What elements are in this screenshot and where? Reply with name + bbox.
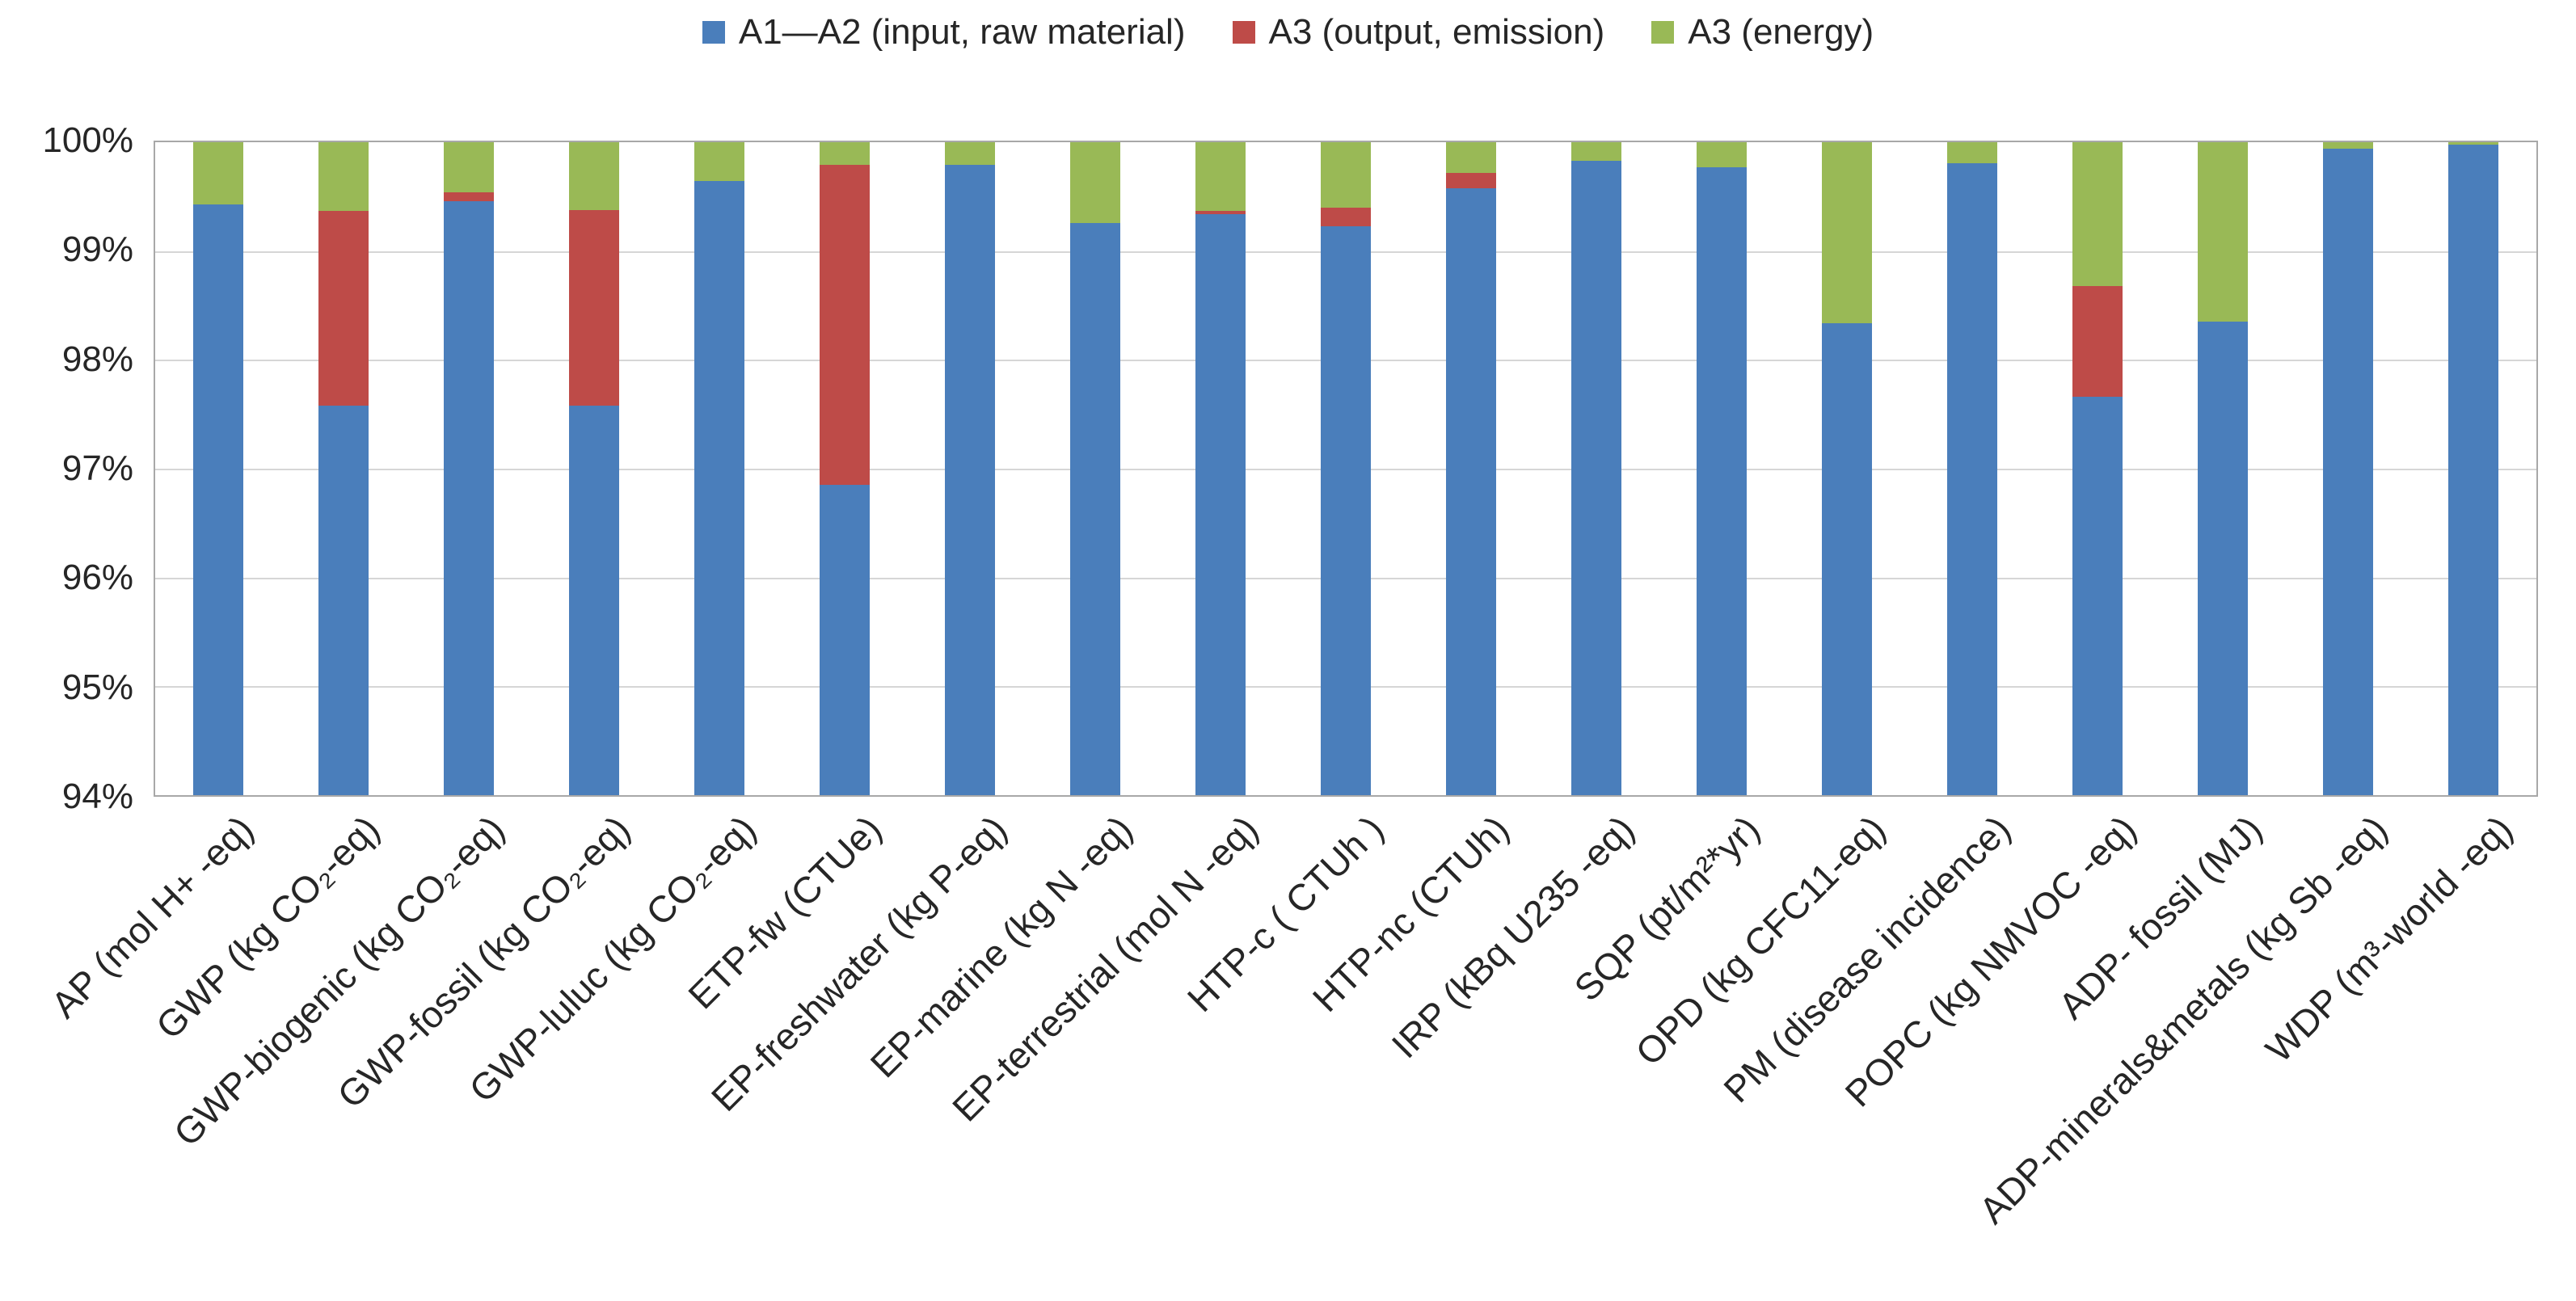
legend-label: A3 (output, emission) [1268,12,1605,52]
legend: A1—A2 (input, raw material) A3 (output, e… [0,11,2576,53]
bar-column [819,142,870,795]
bar-segment-a3-output-emission [443,192,494,201]
bar-column [568,142,619,795]
bar-segment-a3-output-emission [819,165,870,486]
bar-segment-a1-a2-input-raw-material [1320,225,1371,795]
bar-segment-a1-a2-input-raw-material [192,204,243,795]
bar-column [1195,142,1246,795]
bar-column [1446,142,1497,795]
x-tick-label: GWP (kg CO₂-eq) [147,807,387,1047]
bar-segment-a1-a2-input-raw-material [1822,322,1873,795]
bar-segment-a3-energy [2448,142,2499,145]
bar-segment-a3-energy [944,142,995,166]
legend-swatch-icon-a1-a2-input-raw-material [702,21,725,44]
plot-area [154,141,2538,797]
bar-segment-a1-a2-input-raw-material [1571,160,1622,795]
bar-segment-a3-energy [1320,142,1371,208]
bar-segment-a1-a2-input-raw-material [819,485,870,795]
y-tick-label: 98% [61,339,133,379]
bar-segment-a3-energy [1947,142,1998,163]
legend-item-a3-output-emission: A3 (output, emission) [1232,11,1605,53]
bar-segment-a3-output-emission [318,210,369,406]
y-tick-label: 95% [61,667,133,707]
bar-column [2448,142,2499,795]
bar-segment-a1-a2-input-raw-material [1947,162,1998,795]
bar-column [2323,142,2374,795]
bar-segment-a1-a2-input-raw-material [568,405,619,795]
bar-segment-a3-energy [694,142,744,182]
bar-column [1697,142,1748,795]
bar-segment-a3-energy [192,142,243,204]
bar-column [1822,142,1873,795]
bar-column [1320,142,1371,795]
y-tick-label: 99% [61,229,133,270]
bar-segment-a1-a2-input-raw-material [1446,187,1497,795]
x-tick-label: WDP (m³-world -eq) [2258,807,2521,1071]
bar-segment-a3-output-emission [1320,207,1371,226]
y-tick-label: 94% [61,777,133,816]
y-tick-label: 97% [61,448,133,488]
bar-segment-a3-energy [443,142,494,192]
bar-segment-a1-a2-input-raw-material [2323,149,2374,795]
bar-segment-a1-a2-input-raw-material [443,200,494,795]
bar-segment-a3-energy [1069,142,1120,223]
bar-segment-a3-energy [1822,142,1873,323]
bar-segment-a3-energy [1195,142,1246,211]
bar-segment-a3-output-emission [568,209,619,406]
bar-segment-a3-output-emission [1195,210,1246,214]
bar-segment-a3-energy [2072,142,2123,286]
bar-segment-a3-output-emission [2072,285,2123,398]
y-tick-label: 100% [42,120,133,160]
bar-column [2198,142,2249,795]
bar-segment-a3-energy [819,142,870,166]
bar-column [2072,142,2123,795]
bar-segment-a1-a2-input-raw-material [1195,213,1246,795]
legend-item-a3-energy: A3 (energy) [1651,11,1874,53]
bar-segment-a1-a2-input-raw-material [944,165,995,795]
bar-segment-a3-energy [1697,142,1748,167]
bar-segment-a1-a2-input-raw-material [2198,322,2249,795]
legend-swatch-icon-a3-output-emission [1232,21,1255,44]
x-tick-label: IRP (kBq U235 -eq) [1383,807,1642,1067]
bar-column [1069,142,1120,795]
bar-segment-a1-a2-input-raw-material [1069,222,1120,795]
bar-column [1571,142,1622,795]
bar-segment-a3-energy [1571,142,1622,161]
bar-column [694,142,744,795]
bar-column [318,142,369,795]
legend-label: A3 (energy) [1688,12,1874,52]
bar-segment-a3-energy [2323,142,2374,149]
bar-segment-a3-energy [1446,142,1497,173]
bar-segment-a1-a2-input-raw-material [2448,144,2499,795]
bar-column [1947,142,1998,795]
bar-column [192,142,243,795]
y-tick-label: 96% [61,558,133,598]
bar-segment-a3-energy [318,142,369,211]
bar-column [443,142,494,795]
bar-segment-a1-a2-input-raw-material [694,181,744,795]
bar-segment-a1-a2-input-raw-material [2072,397,2123,795]
legend-swatch-icon-a3-energy [1651,21,1675,44]
bar-segment-a3-energy [568,142,619,210]
legend-label: A1—A2 (input, raw material) [738,12,1186,52]
bar-segment-a1-a2-input-raw-material [318,405,369,795]
bar-segment-a1-a2-input-raw-material [1697,166,1748,795]
legend-item-a1-a2-input-raw-material: A1—A2 (input, raw material) [702,11,1186,53]
bar-column [944,142,995,795]
x-tick-label: OPD (kg CFC11-eq) [1627,807,1894,1074]
bar-segment-a3-energy [2198,142,2249,322]
bar-segment-a3-output-emission [1446,172,1497,188]
